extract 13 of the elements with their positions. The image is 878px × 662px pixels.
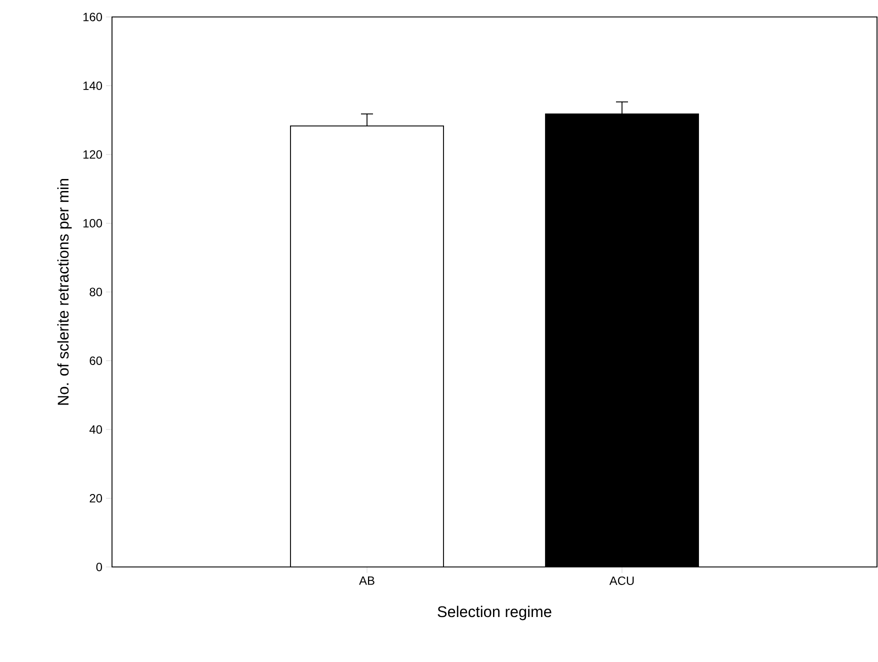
y-tick-label: 80 — [90, 288, 102, 296]
y-tick-label: 120 — [83, 150, 102, 159]
y-tick-label: 20 — [90, 494, 102, 502]
x-tick-label: AB — [359, 576, 374, 585]
x-axis-title: Selection regime — [438, 606, 552, 620]
y-tick-label: 140 — [83, 82, 102, 90]
y-tick-label: 0 — [96, 562, 102, 572]
y-tick-label: 40 — [89, 425, 102, 434]
y-axis-title: No. of sclerite retractions per min — [57, 179, 72, 405]
y-tick-label: 60 — [90, 356, 102, 365]
x-tick-label: ACU — [609, 576, 634, 585]
y-tick-label: 160 — [83, 12, 102, 22]
y-tick-label: 100 — [83, 219, 102, 228]
